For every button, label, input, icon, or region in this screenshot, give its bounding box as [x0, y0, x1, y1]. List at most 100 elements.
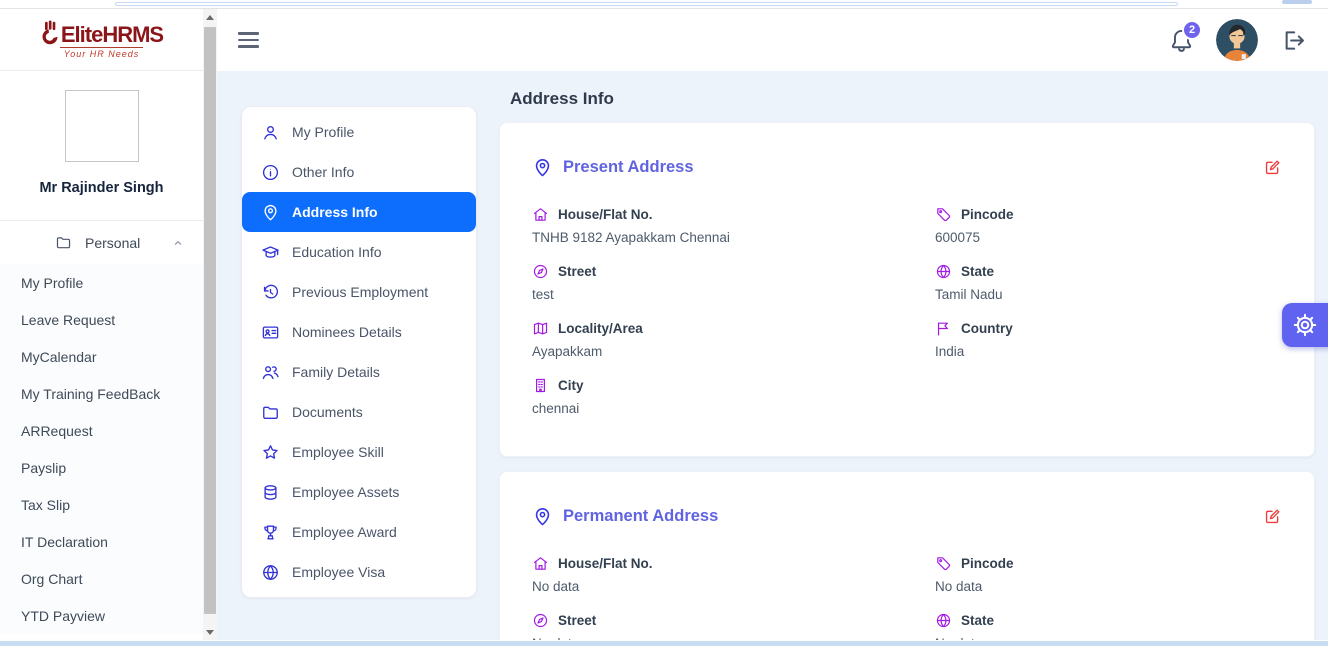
field-pincode: Pincode No data — [935, 553, 1282, 597]
hamburger-menu-icon[interactable] — [238, 28, 259, 51]
sidebar-section-label: Personal — [85, 234, 141, 251]
house-icon — [533, 557, 548, 570]
tag-icon — [937, 557, 951, 571]
scrollbar-track[interactable] — [203, 25, 217, 624]
field-city: City chennai — [532, 375, 935, 419]
field-house-flat-no: House/Flat No. No data — [532, 553, 935, 597]
field-value: test — [532, 287, 554, 302]
person-icon — [264, 125, 277, 140]
tab-documents[interactable]: Documents — [242, 392, 476, 432]
field-street: Street test — [532, 261, 935, 305]
sidebar-item-ytd-payview[interactable]: YTD Payview — [21, 607, 106, 624]
tab-label: Employee Skill — [292, 444, 384, 460]
settings-fab-button[interactable] — [1282, 303, 1328, 347]
field-label: Street — [558, 613, 597, 628]
field-value: No data — [935, 579, 983, 594]
house-icon — [533, 208, 548, 221]
flag-icon — [937, 322, 948, 336]
field-label: State — [961, 613, 995, 628]
field-label: Locality/Area — [558, 321, 643, 336]
field-house-flat-no: House/Flat No. TNHB 9182 Ayapakkam Chenn… — [532, 204, 935, 248]
field-value: Ayapakkam — [532, 344, 603, 359]
field-value: No data — [532, 633, 935, 640]
top-pill-line — [115, 2, 1178, 6]
graduation-cap-icon — [262, 245, 279, 258]
browser-edge-strip — [0, 0, 1328, 9]
field-label: House/Flat No. — [558, 556, 653, 571]
tab-my-profile[interactable]: My Profile — [242, 112, 476, 152]
tab-label: Documents — [292, 404, 363, 420]
field-value: No data — [935, 633, 1282, 640]
top-header: 2 — [217, 9, 1328, 71]
field-value: 600075 — [935, 230, 981, 245]
field-value: TNHB 9182 Ayapakkam Chennai — [532, 230, 730, 245]
tab-employee-visa[interactable]: Employee Visa — [242, 552, 476, 592]
field-country: Country India — [935, 318, 1282, 362]
sidebar-item-tax-slip[interactable]: Tax Slip — [21, 496, 71, 513]
building-icon — [536, 378, 545, 393]
tag-icon — [937, 208, 951, 222]
sidebar-item-leave-request[interactable]: Leave Request — [21, 311, 116, 328]
edit-icon — [1265, 509, 1280, 524]
tab-family-details[interactable]: Family Details — [242, 352, 476, 392]
tab-education-info[interactable]: Education Info — [242, 232, 476, 272]
folder-icon — [263, 406, 278, 419]
tab-label: Education Info — [292, 244, 382, 260]
sidebar-item-my-profile[interactable]: My Profile — [21, 274, 84, 291]
tab-label: Previous Employment — [292, 284, 429, 300]
family-icon — [262, 365, 279, 379]
sidebar-item-mycalendar[interactable]: MyCalendar — [21, 348, 97, 365]
folder-icon — [56, 237, 71, 249]
avatar-illustration — [1216, 19, 1258, 61]
info-circle-icon — [262, 164, 279, 180]
scrollbar-up-arrow[interactable] — [203, 9, 217, 25]
tab-previous-employment[interactable]: Previous Employment — [242, 272, 476, 312]
sidebar-item-my-training-feedback[interactable]: My Training FeedBack — [21, 385, 161, 402]
tab-other-info[interactable]: Other Info — [242, 152, 476, 192]
present-address-card: Present Address — [499, 122, 1315, 457]
sidebar-menu: My Profile Leave Request MyCalendar My T… — [0, 264, 203, 634]
present-address-title: Present Address — [563, 158, 694, 176]
logout-icon[interactable] — [1279, 27, 1306, 54]
brand-logo[interactable]: EliteHRMS Your HR Needs — [0, 9, 203, 71]
map-icon — [533, 322, 548, 335]
user-avatar[interactable] — [1216, 19, 1258, 61]
tab-employee-assets[interactable]: Employee Assets — [242, 472, 476, 512]
sidebar-section-personal[interactable]: Personal — [0, 221, 203, 264]
field-label: State — [961, 264, 995, 279]
edit-permanent-address-button[interactable] — [1263, 507, 1282, 526]
sidebar-item-payslip[interactable]: Payslip — [21, 459, 67, 476]
tab-address-info[interactable]: Address Info — [242, 192, 476, 232]
compass-icon — [533, 264, 548, 279]
sidebar-scrollbar — [203, 9, 217, 640]
tab-employee-skill[interactable]: Employee Skill — [242, 432, 476, 472]
database-icon — [264, 484, 277, 500]
notifications-button[interactable]: 2 — [1168, 19, 1202, 54]
scrollbar-thumb[interactable] — [204, 27, 216, 614]
sidebar-item-it-declaration[interactable]: IT Declaration — [21, 533, 108, 550]
edit-present-address-button[interactable] — [1263, 158, 1282, 177]
field-label: House/Flat No. — [558, 207, 653, 222]
sidebar: EliteHRMS Your HR Needs Mr Rajinder Sing… — [0, 9, 203, 640]
horizontal-scrollbar[interactable] — [0, 641, 1328, 646]
field-state: State No data — [935, 610, 1282, 640]
field-locality-area: Locality/Area Ayapakkam — [532, 318, 935, 362]
tab-employee-award[interactable]: Employee Award — [242, 512, 476, 552]
tab-label: My Profile — [292, 124, 355, 140]
field-label: Pincode — [961, 556, 1014, 571]
globe-icon — [936, 613, 951, 628]
hand-logo-icon — [42, 20, 58, 45]
location-pin-icon — [535, 159, 550, 177]
history-clock-icon — [263, 284, 279, 299]
tab-label: Other Info — [292, 164, 355, 180]
tab-label: Employee Visa — [292, 564, 386, 580]
location-pin-icon — [264, 204, 277, 220]
employee-photo-placeholder — [64, 90, 139, 162]
field-label: City — [558, 378, 584, 393]
sidebar-item-org-chart[interactable]: Org Chart — [21, 570, 83, 587]
sidebar-item-arrequest[interactable]: ARRequest — [21, 422, 93, 439]
scrollbar-down-arrow[interactable] — [203, 624, 217, 640]
tab-nominees-details[interactable]: Nominees Details — [242, 312, 476, 352]
tab-label: Address Info — [292, 204, 378, 220]
